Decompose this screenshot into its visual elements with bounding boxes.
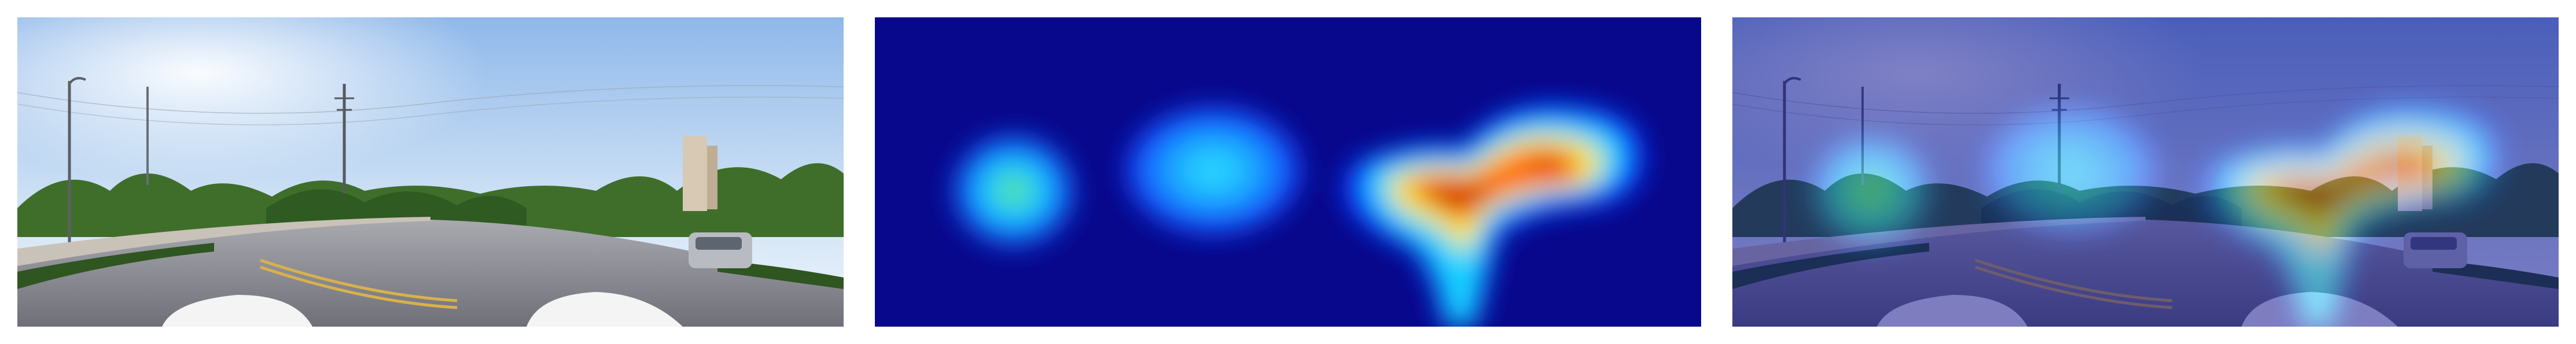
heatmap-image	[875, 17, 1701, 327]
street-panorama-photo	[17, 17, 844, 327]
overlay-heat-layer	[1732, 17, 2559, 327]
attention-heatmap	[875, 17, 1701, 327]
heatmap-overlay-photo	[1732, 17, 2559, 327]
street-scene	[17, 17, 844, 327]
overlay-image	[1732, 17, 2559, 327]
street-panorama-image	[17, 17, 844, 327]
heatmap-blobs	[875, 17, 1701, 327]
